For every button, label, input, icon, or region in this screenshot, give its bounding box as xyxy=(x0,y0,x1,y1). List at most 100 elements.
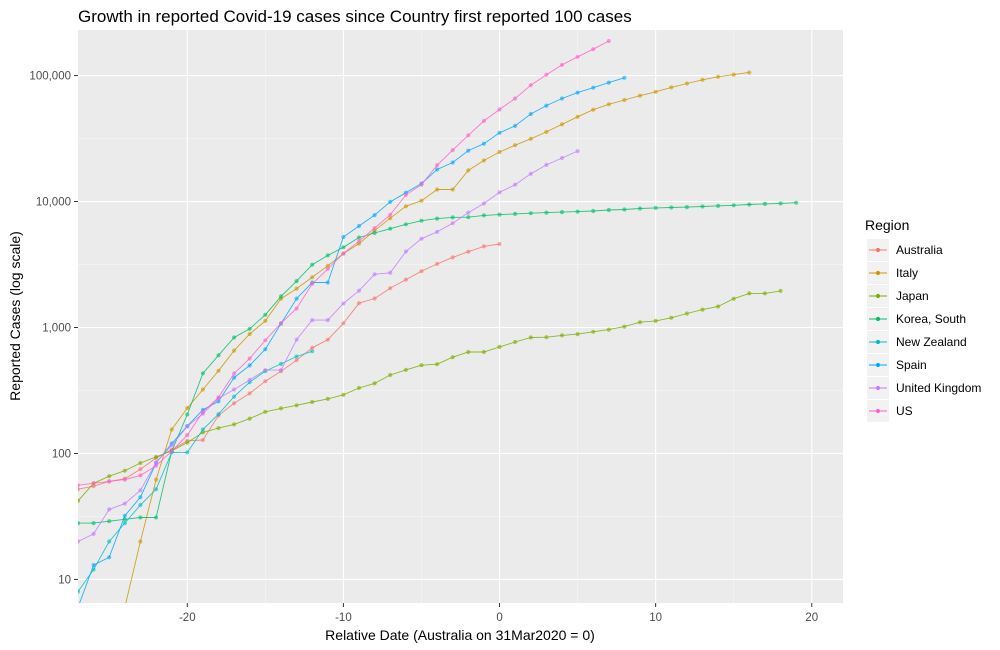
data-point-united-kingdom xyxy=(232,387,237,392)
data-point-japan xyxy=(528,335,533,340)
data-point-italy xyxy=(294,286,299,291)
x-tick-label: -20 xyxy=(179,612,196,624)
y-tick-label: 1,000 xyxy=(42,322,71,334)
legend-label: Korea, South xyxy=(896,312,966,326)
data-point-new-zealand xyxy=(278,361,284,366)
data-point-japan xyxy=(294,403,299,408)
data-point-japan xyxy=(700,307,705,312)
data-point-korea-south xyxy=(419,218,424,223)
data-point-italy xyxy=(669,85,674,90)
data-point-united-kingdom xyxy=(575,149,580,154)
data-point-spain xyxy=(528,111,533,117)
data-point-korea-south xyxy=(778,201,783,206)
data-point-australia xyxy=(263,379,268,384)
data-point-us xyxy=(278,321,284,326)
data-point-spain xyxy=(544,103,549,108)
legend-item-new-zealand: New Zealand xyxy=(867,331,967,353)
data-point-us xyxy=(419,182,424,187)
legend-item-united-kingdom: United Kingdom xyxy=(867,377,981,399)
data-point-us xyxy=(78,483,81,488)
data-point-korea-south xyxy=(403,222,408,227)
data-point-united-kingdom xyxy=(513,182,518,187)
data-point-united-kingdom xyxy=(78,539,81,544)
data-point-korea-south xyxy=(700,204,705,209)
data-point-japan xyxy=(778,288,783,293)
data-point-us xyxy=(232,371,237,376)
data-point-australia xyxy=(481,244,486,249)
legend-items: Australia Italy Japan Korea, South New Zeala… xyxy=(867,239,981,422)
legend-label: Japan xyxy=(896,289,929,303)
data-point-italy xyxy=(606,102,611,107)
data-point-korea-south xyxy=(154,515,159,520)
data-point-italy xyxy=(497,149,502,155)
data-point-united-kingdom xyxy=(466,210,471,215)
data-point-us xyxy=(591,47,596,52)
x-tick-label: 20 xyxy=(805,612,818,624)
data-point-korea-south xyxy=(716,203,721,208)
data-point-us xyxy=(122,477,127,482)
data-point-korea-south xyxy=(388,226,393,231)
data-point-us xyxy=(216,395,221,400)
legend-title: Region xyxy=(865,217,909,233)
data-point-united-kingdom xyxy=(419,236,424,241)
legend-key-point xyxy=(875,362,881,368)
x-axis-label: Relative Date (Australia on 31Mar2020 = … xyxy=(325,627,595,643)
data-point-spain xyxy=(497,130,502,135)
data-point-us xyxy=(91,481,96,486)
data-point-us xyxy=(325,266,330,271)
data-point-japan xyxy=(731,296,736,301)
data-point-japan xyxy=(481,349,486,355)
data-point-korea-south xyxy=(138,515,143,520)
legend-item-korea-south: Korea, South xyxy=(867,308,966,330)
data-point-korea-south xyxy=(669,205,674,210)
data-point-korea-south xyxy=(341,245,346,250)
data-point-us xyxy=(403,192,408,197)
data-point-japan xyxy=(591,329,596,334)
data-point-united-kingdom xyxy=(481,201,486,206)
data-point-united-kingdom xyxy=(263,368,268,373)
legend-label: US xyxy=(896,404,913,418)
data-point-spain xyxy=(435,167,440,172)
data-point-japan xyxy=(747,291,752,296)
data-point-new-zealand xyxy=(138,502,143,508)
data-point-united-kingdom xyxy=(91,531,96,537)
data-point-united-kingdom xyxy=(559,155,565,161)
legend-key-point xyxy=(875,316,881,322)
data-point-italy xyxy=(591,107,596,112)
data-point-japan xyxy=(154,454,159,459)
data-point-italy xyxy=(450,187,455,192)
data-point-japan xyxy=(435,362,440,367)
legend: Region Australia Italy Japan Korea, South Ne… xyxy=(865,217,981,422)
data-point-australia xyxy=(497,241,502,247)
data-point-japan xyxy=(107,474,112,479)
data-point-korea-south xyxy=(575,209,580,214)
data-point-spain xyxy=(575,90,580,95)
y-tick-label: 10,000 xyxy=(36,197,71,209)
legend-key-point xyxy=(875,247,881,253)
y-tick-label: 100 xyxy=(52,448,71,460)
data-point-united-kingdom xyxy=(310,318,315,323)
data-point-japan xyxy=(341,392,346,397)
data-point-us xyxy=(154,463,159,468)
data-point-japan xyxy=(684,311,690,316)
data-point-japan xyxy=(247,416,252,421)
data-point-united-kingdom xyxy=(247,377,252,382)
series-korea-south xyxy=(78,200,799,526)
data-point-spain xyxy=(622,75,627,80)
data-point-japan xyxy=(325,396,330,401)
data-point-new-zealand xyxy=(200,427,205,432)
data-point-united-kingdom xyxy=(325,318,330,323)
data-point-japan xyxy=(559,333,565,338)
data-point-korea-south xyxy=(310,262,315,267)
data-point-italy xyxy=(216,368,221,373)
data-point-australia xyxy=(325,337,330,342)
series-layer xyxy=(78,38,799,603)
data-point-new-zealand xyxy=(185,450,190,455)
data-point-japan xyxy=(575,332,580,337)
data-point-australia xyxy=(138,467,143,472)
plot-panel xyxy=(78,30,843,603)
data-point-us xyxy=(356,239,362,244)
data-point-australia xyxy=(450,255,455,260)
legend-key-point xyxy=(875,293,881,299)
